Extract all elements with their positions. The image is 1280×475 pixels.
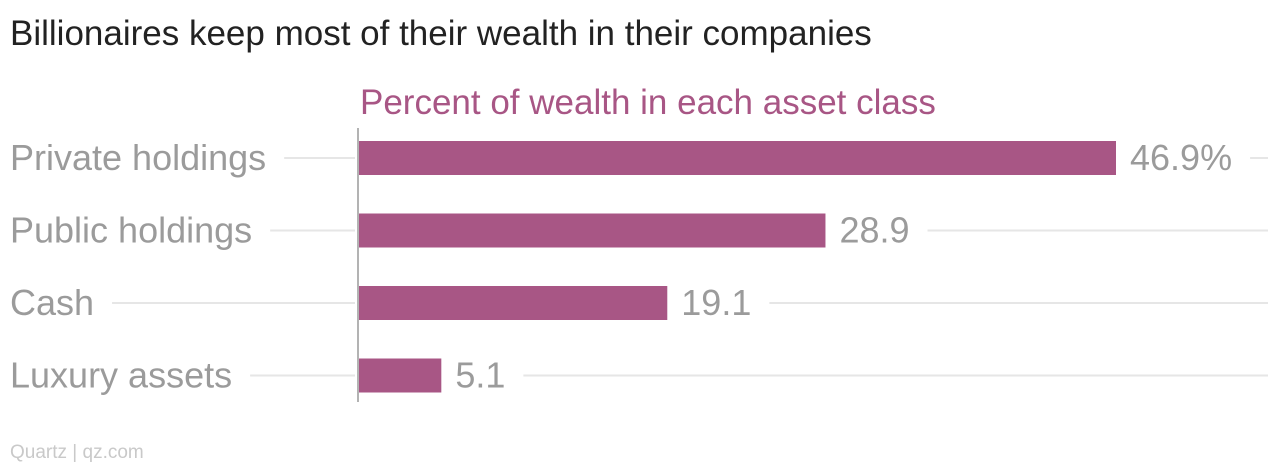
value-label: 5.1 — [455, 355, 505, 396]
bar — [359, 141, 1116, 175]
chart-title: Billionaires keep most of their wealth i… — [10, 14, 872, 53]
category-label: Private holdings — [10, 137, 266, 178]
source-credit: Quartz | qz.com — [10, 442, 144, 463]
category-label: Luxury assets — [10, 355, 232, 396]
bar — [359, 213, 826, 248]
value-label: 19.1 — [681, 282, 751, 323]
bar — [359, 358, 442, 393]
bar — [359, 286, 668, 320]
value-label: 28.9 — [839, 210, 909, 251]
category-label: Cash — [10, 282, 94, 323]
category-label: Public holdings — [10, 210, 252, 251]
value-label: 46.9% — [1130, 137, 1232, 178]
chart-subtitle: Percent of wealth in each asset class — [360, 83, 936, 122]
